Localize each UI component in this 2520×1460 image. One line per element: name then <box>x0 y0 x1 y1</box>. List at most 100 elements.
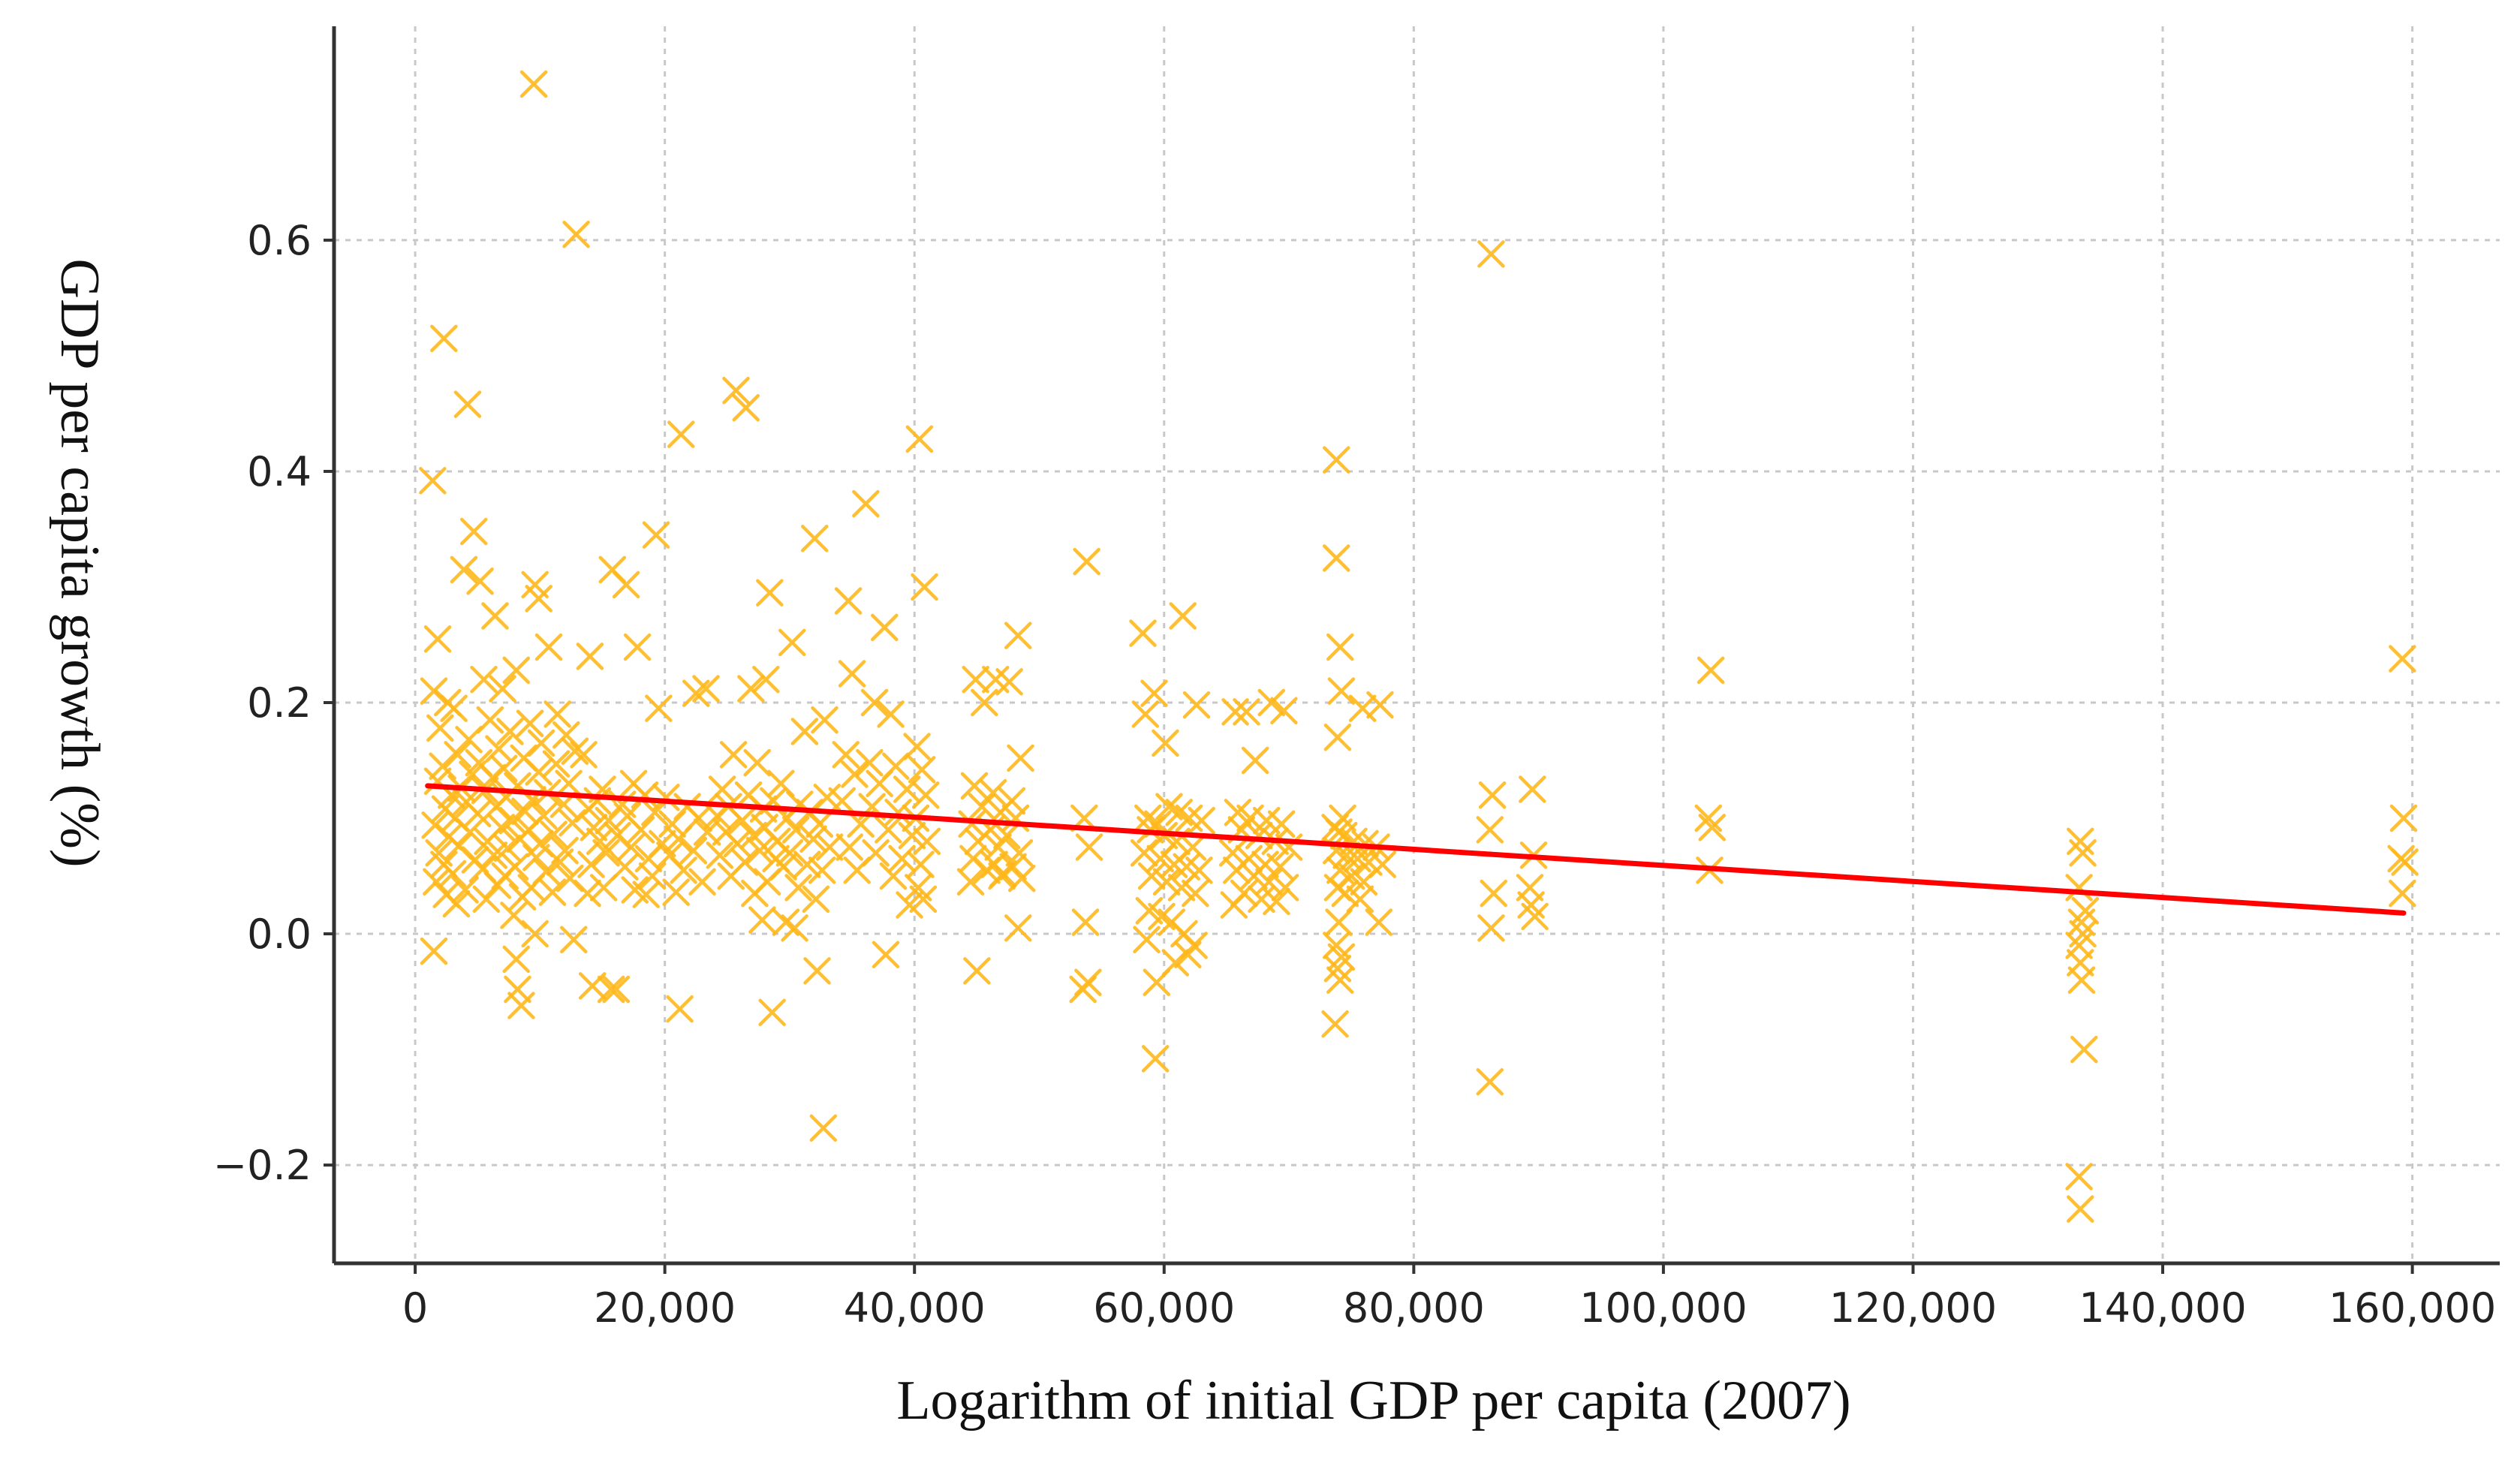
data-point-283 <box>1146 844 1175 873</box>
data-point-185 <box>808 856 836 884</box>
data-point-133 <box>670 856 697 884</box>
data-point-269 <box>1152 729 1179 757</box>
data-point-225 <box>907 850 935 878</box>
y-tick-label-4: 0.6 <box>247 217 312 264</box>
data-point-26 <box>527 729 555 757</box>
y-tick-label-1: 0.0 <box>247 911 312 958</box>
x-tick-label-4: 80,000 <box>1343 1284 1485 1332</box>
data-point-298 <box>1141 1045 1170 1073</box>
data-point-151 <box>737 675 765 703</box>
data-point-204 <box>877 700 905 728</box>
data-point-321 <box>1271 874 1299 902</box>
data-point-25 <box>455 726 483 754</box>
data-point-85 <box>538 878 567 906</box>
data-point-71 <box>522 844 550 871</box>
data-point-241 <box>968 793 996 820</box>
data-point-337 <box>1340 827 1368 856</box>
data-point-127 <box>679 836 708 865</box>
data-point-33 <box>429 752 456 780</box>
data-point-109 <box>652 784 680 811</box>
data-point-253 <box>973 856 1001 884</box>
data-point-258 <box>1004 914 1032 942</box>
data-point-177 <box>815 833 844 861</box>
data-point-386 <box>2389 804 2418 832</box>
data-point-32 <box>542 750 571 778</box>
trend-line <box>425 783 2407 916</box>
data-point-329 <box>1327 677 1356 705</box>
data-point-22 <box>426 714 454 742</box>
data-point-166 <box>703 802 731 830</box>
data-point-244 <box>958 810 986 838</box>
data-point-189 <box>741 879 769 908</box>
data-point-216 <box>884 799 912 826</box>
data-point-180 <box>706 841 734 869</box>
data-point-231 <box>872 941 900 969</box>
data-point-131 <box>577 850 605 878</box>
data-point-201 <box>911 573 938 601</box>
data-point-351 <box>1365 908 1393 936</box>
data-point-130 <box>634 844 663 873</box>
data-point-260 <box>1073 547 1100 576</box>
data-point-92 <box>504 975 531 1004</box>
data-point-89 <box>420 937 448 965</box>
data-point-289 <box>1167 874 1196 902</box>
data-point-35 <box>525 758 552 786</box>
data-point-257 <box>988 862 1016 890</box>
data-point-362 <box>1477 914 1505 942</box>
data-point-318 <box>1222 856 1251 884</box>
data-point-88 <box>472 885 501 914</box>
data-point-196 <box>809 1114 838 1142</box>
data-point-249 <box>1005 838 1034 867</box>
axes <box>332 26 2500 1266</box>
data-point-120 <box>627 816 655 844</box>
data-point-117 <box>595 806 623 835</box>
data-point-135 <box>688 868 716 896</box>
data-point-67 <box>493 834 522 862</box>
data-point-171 <box>781 816 810 844</box>
x-tick-label-5: 100,000 <box>1579 1284 1747 1332</box>
data-point-304 <box>1270 697 1298 725</box>
data-point-194 <box>803 957 831 985</box>
data-point-82 <box>483 871 512 899</box>
data-point-95 <box>521 920 549 948</box>
data-point-238 <box>960 772 989 800</box>
data-point-237 <box>1007 744 1034 772</box>
data-point-270 <box>1169 602 1197 630</box>
data-point-363 <box>1476 1067 1504 1096</box>
data-point-277 <box>1188 806 1215 835</box>
data-point-361 <box>1480 879 1508 908</box>
data-point-3 <box>453 390 482 418</box>
data-point-214 <box>828 787 857 815</box>
data-point-10 <box>481 602 509 630</box>
data-point-220 <box>898 821 926 850</box>
data-point-374 <box>2069 838 2097 867</box>
data-point-1 <box>562 220 590 248</box>
data-point-28 <box>561 737 589 765</box>
data-point-173 <box>739 821 767 850</box>
data-point-226 <box>843 856 871 884</box>
data-point-134 <box>638 862 667 890</box>
data-point-118 <box>658 810 686 838</box>
data-point-327 <box>1323 544 1350 572</box>
data-point-99 <box>576 643 604 670</box>
data-point-100 <box>623 633 652 661</box>
data-point-212 <box>893 775 921 803</box>
y-tick-label-2: 0.2 <box>247 679 312 727</box>
data-point-138 <box>662 878 690 906</box>
data-point-188 <box>784 874 812 902</box>
data-point-389 <box>2389 879 2416 908</box>
data-point-128 <box>592 838 620 867</box>
data-point-248 <box>984 833 1012 861</box>
data-point-52 <box>463 799 492 828</box>
data-point-203 <box>860 688 889 717</box>
data-point-352 <box>1325 908 1353 936</box>
data-point-179 <box>775 838 804 867</box>
data-point-152 <box>752 665 780 694</box>
trend-line-group <box>425 783 2407 916</box>
data-point-381 <box>2067 966 2096 994</box>
x-tick-label-7: 140,000 <box>2079 1284 2246 1332</box>
data-point-186 <box>717 862 745 890</box>
data-point-200 <box>905 425 934 453</box>
y-axis-title: GDP per capita growth (%) <box>49 258 110 867</box>
